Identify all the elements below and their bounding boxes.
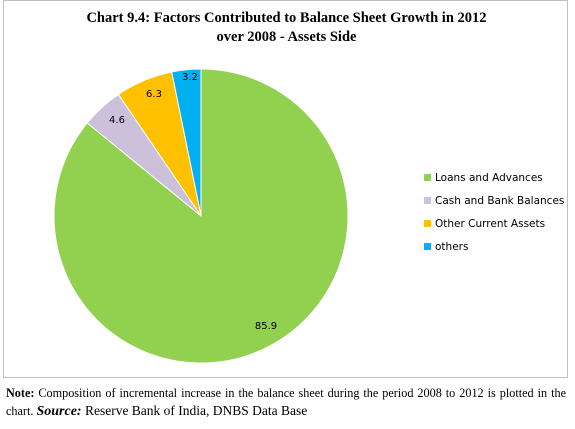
legend-entry: others — [435, 241, 468, 253]
note-text: Composition of incremental increase in t… — [6, 386, 566, 418]
chart-title-line2: over 2008 - Assets Side — [216, 29, 357, 45]
chart-note: Note: Composition of incremental increas… — [6, 385, 566, 420]
data-label: 4.6 — [109, 115, 125, 126]
chart-title-line1: Chart 9.4: Factors Contributed to Balanc… — [86, 10, 487, 26]
legend-entry: Loans and Advances — [435, 172, 543, 184]
pie-slices — [53, 68, 349, 364]
pie-chart: 3.2 6.3 4.6 85.9 Loans and Advances Cash and… — [53, 68, 564, 364]
data-label: 85.9 — [255, 321, 277, 332]
legend-swatch — [424, 243, 431, 250]
chart-frame: Chart 9.4: Factors Contributed to Balanc… — [3, 0, 568, 378]
legend-entry: Other Current Assets — [435, 218, 545, 230]
chart-legend: Loans and Advances Cash and Bank Balances… — [424, 172, 564, 253]
slice-loans-and-advances — [53, 68, 349, 364]
pie-data-labels: 3.2 6.3 4.6 85.9 — [109, 72, 277, 332]
chart-title: Chart 9.4: Factors Contributed to Balanc… — [4, 9, 569, 47]
legend-entry: Cash and Bank Balances — [435, 195, 564, 207]
data-label: 3.2 — [182, 72, 198, 83]
legend-swatch — [424, 174, 431, 181]
note-label: Note: — [6, 386, 35, 400]
source-text: Reserve Bank of India, DNBS Data Base — [81, 403, 308, 418]
data-label: 6.3 — [146, 89, 162, 100]
legend-swatch — [424, 197, 431, 204]
source-label: Source: — [36, 404, 82, 419]
legend-swatch — [424, 220, 431, 227]
